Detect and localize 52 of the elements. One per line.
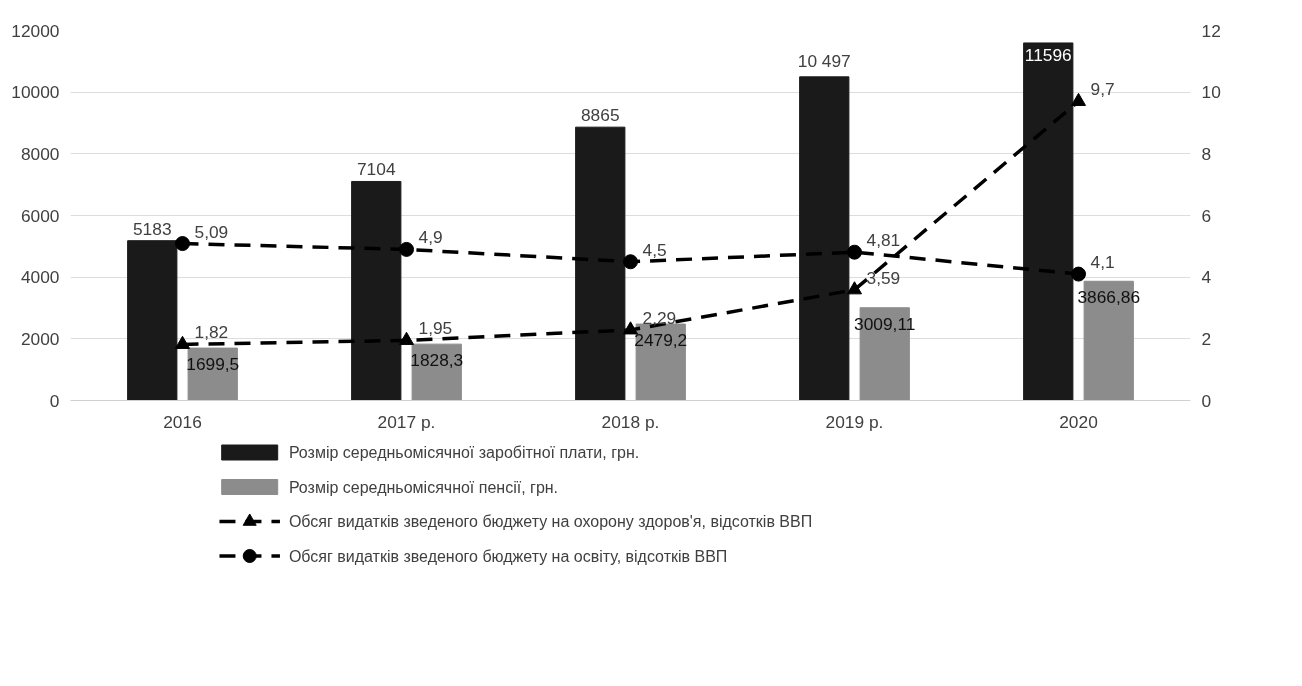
legend-label: Обсяг видатків зведеного бюджету на охорону здоров'я, відсотків ВВП	[288, 513, 813, 530]
data-label: 3,59	[866, 267, 901, 288]
data-label: 1,82	[194, 322, 229, 343]
data-label: 10 497	[797, 50, 851, 71]
y2-tick-label: 8	[1201, 143, 1212, 164]
point	[847, 244, 862, 260]
y2-tick-label: 4	[1201, 267, 1212, 288]
y-tick-label: 8000	[20, 143, 60, 164]
y-tick-label: 2000	[20, 328, 60, 349]
y-tick-label: 10000	[11, 82, 60, 103]
y2-tick-label: 0	[1201, 390, 1212, 411]
bar	[575, 126, 626, 401]
point	[1071, 266, 1086, 282]
data-label: 11596	[1024, 44, 1072, 65]
point	[399, 241, 414, 257]
legend-label: Розмір середньомісячної заробітної плати, грн.	[288, 444, 640, 461]
point	[623, 254, 638, 270]
y2-tick-label: 6	[1201, 205, 1212, 226]
y-tick-label: 0	[49, 390, 60, 411]
legend-label: Розмір середньомісячної пенсії, грн.	[288, 478, 559, 496]
data-label: 8865	[580, 105, 620, 126]
data-label: 4,5	[642, 239, 667, 260]
y2-tick-label: 10	[1201, 82, 1221, 103]
point	[175, 335, 190, 349]
y-tick-label: 4000	[20, 267, 60, 288]
bar	[127, 240, 178, 401]
x-tick-label: 2019 р.	[825, 411, 884, 432]
bar	[1023, 42, 1074, 401]
data-label: 1,95	[418, 318, 453, 339]
data-label: 5,09	[194, 221, 229, 242]
point	[847, 281, 862, 295]
x-tick-label: 2020	[1059, 411, 1098, 432]
x-tick-label: 2016	[163, 411, 202, 432]
y-tick-label: 12000	[11, 20, 60, 41]
y-tick-label: 6000	[20, 205, 60, 226]
y2-tick-label: 12	[1201, 20, 1221, 41]
data-label: 4,1	[1090, 252, 1115, 273]
x-tick-label: 2018 р.	[601, 411, 660, 432]
data-label: 7104	[356, 159, 396, 180]
data-label: 9,7	[1090, 79, 1115, 100]
y2-tick-label: 2	[1201, 328, 1212, 349]
x-tick-label: 2017 р.	[377, 411, 436, 432]
point	[399, 331, 414, 345]
data-label: 4,9	[418, 227, 443, 248]
point	[175, 236, 190, 252]
bar	[351, 180, 402, 401]
data-label: 4,81	[866, 230, 901, 251]
bar	[799, 76, 850, 401]
data-label: 5183	[132, 218, 172, 239]
data-label: 2,29	[642, 307, 677, 328]
point	[623, 321, 638, 335]
legend-label: Обсяг видатків зведеного бюджету на освіту, відсотків ВВП	[288, 547, 728, 565]
